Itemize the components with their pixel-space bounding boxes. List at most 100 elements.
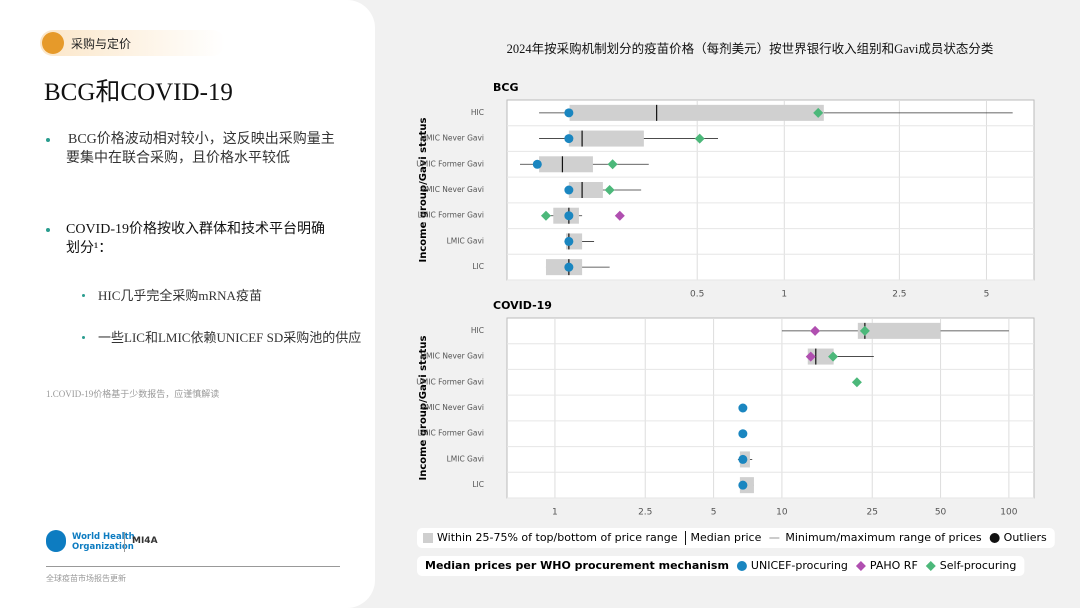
x-tick-label: 50 bbox=[935, 508, 947, 518]
legend-label: Within 25-75% of top/bottom of price ran… bbox=[437, 531, 678, 544]
point bbox=[607, 159, 618, 170]
plot-area bbox=[506, 317, 1035, 499]
legend-bg bbox=[417, 528, 1055, 548]
legend: Median prices per WHO procurement mechan… bbox=[417, 556, 1025, 576]
x-tick-label: 5 bbox=[984, 290, 990, 300]
point bbox=[532, 159, 542, 169]
figure-title: 2024年按采购机制划分的疫苗价格（每剂美元）按世界银行收入组别和Gavi成员状… bbox=[507, 41, 994, 56]
y-tick-label: UMIC Never Gavi bbox=[421, 134, 484, 143]
y-tick-label: LMIC Former Gavi bbox=[418, 211, 484, 220]
point bbox=[540, 210, 551, 221]
point bbox=[859, 325, 870, 336]
bullet-dot bbox=[46, 138, 50, 142]
point bbox=[564, 185, 574, 195]
point bbox=[810, 325, 821, 336]
section-pill: 采购与定价 bbox=[40, 30, 225, 56]
legend-label: Self-procuring bbox=[940, 559, 1017, 572]
y-axis-label: Income group/Gavi status bbox=[418, 117, 429, 262]
legend-icon bbox=[989, 533, 1000, 543]
y-tick-label: UMIC Never Gavi bbox=[421, 352, 484, 361]
footer-rule bbox=[46, 566, 340, 567]
y-tick-label: LIC bbox=[472, 262, 484, 271]
point bbox=[828, 351, 839, 362]
y-tick-label: HIC bbox=[471, 326, 484, 335]
mi4a-logo: MI4A bbox=[132, 536, 158, 546]
y-tick-label: LMIC Never Gavi bbox=[422, 403, 484, 412]
box bbox=[857, 322, 941, 339]
box bbox=[568, 130, 644, 147]
legend: Within 25-75% of top/bottom of price ran… bbox=[417, 528, 1055, 548]
x-tick-label: 2.5 bbox=[638, 508, 652, 518]
logo-text: Organization bbox=[72, 542, 134, 552]
chart-title: BCG bbox=[493, 81, 519, 94]
y-tick-label: LMIC Never Gavi bbox=[422, 185, 484, 194]
box bbox=[539, 156, 593, 173]
legend-icon bbox=[925, 561, 936, 571]
point bbox=[604, 185, 615, 195]
sub-bullet: HIC几乎完全采购mRNA疫苗 bbox=[98, 288, 262, 303]
x-tick-label: 1 bbox=[552, 508, 558, 518]
legend-label: Median price bbox=[690, 531, 761, 544]
bullet-dot bbox=[46, 228, 50, 232]
chart-title: COVID-19 bbox=[493, 299, 552, 312]
box bbox=[545, 259, 583, 276]
y-axis-label: Income group/Gavi status bbox=[418, 335, 429, 480]
who-emblem bbox=[46, 530, 66, 552]
box bbox=[568, 182, 603, 198]
point bbox=[564, 236, 574, 246]
y-tick-label: UMIC Former Gavi bbox=[416, 159, 484, 168]
point bbox=[851, 377, 862, 388]
bullet-dot bbox=[82, 336, 85, 339]
slide-title: BCG和COVID-19 bbox=[44, 79, 233, 106]
y-tick-label: UMIC Former Gavi bbox=[416, 377, 484, 386]
section-icon bbox=[42, 32, 64, 54]
point bbox=[564, 211, 574, 221]
x-tick-label: 2.5 bbox=[892, 290, 906, 300]
x-tick-label: 25 bbox=[867, 508, 878, 518]
x-tick-label: 1 bbox=[781, 290, 787, 300]
legend-label: Median prices per WHO procurement mechan… bbox=[425, 559, 729, 572]
bullet: COVID-19价格按收入群体和技术平台明确划分¹： bbox=[66, 222, 325, 256]
point bbox=[738, 454, 748, 464]
legend-label: Outliers bbox=[1004, 531, 1047, 544]
footer: 全球疫苗市场报告更新 bbox=[46, 574, 126, 583]
legend-bg bbox=[417, 556, 1025, 576]
x-tick-label: 10 bbox=[776, 508, 788, 518]
legend-icon bbox=[855, 561, 866, 571]
point bbox=[564, 134, 574, 144]
box bbox=[569, 104, 824, 121]
y-tick-label: LMIC Gavi bbox=[447, 454, 484, 463]
y-tick-label: LMIC Gavi bbox=[447, 236, 484, 245]
x-tick-label: 5 bbox=[711, 508, 717, 518]
left-panel: 采购与定价 BCG和COVID-19 BCG价格波动相对较小，这反映出采购量主要… bbox=[0, 0, 375, 608]
section-label: 采购与定价 bbox=[71, 37, 132, 51]
legend-icon bbox=[736, 561, 747, 571]
legend-label: UNICEF-procuring bbox=[751, 559, 848, 572]
point bbox=[614, 210, 625, 221]
point bbox=[564, 262, 574, 272]
y-tick-label: LIC bbox=[472, 480, 484, 489]
logo-divider bbox=[124, 532, 125, 552]
footnote: 1.COVID-19价格基于少数报告，应谨慎解读 bbox=[46, 389, 220, 399]
x-tick-label: 100 bbox=[1000, 508, 1017, 518]
who-logo: World Health Organization bbox=[72, 532, 135, 552]
point bbox=[805, 351, 816, 362]
legend-label: PAHO RF bbox=[870, 559, 918, 572]
legend-label: Minimum/maximum range of prices bbox=[785, 531, 982, 544]
x-tick-label: 0.5 bbox=[690, 290, 704, 300]
y-tick-label: LMIC Former Gavi bbox=[418, 429, 484, 438]
bullet: BCG价格波动相对较小，这反映出采购量主要集中在联合采购，且价格水平较低 bbox=[66, 132, 335, 166]
box bbox=[807, 348, 834, 365]
y-tick-label: HIC bbox=[471, 108, 484, 117]
point bbox=[738, 429, 748, 439]
point bbox=[738, 403, 748, 413]
point bbox=[564, 108, 574, 118]
logo-text: World Health bbox=[72, 532, 135, 542]
bullet-dot bbox=[82, 294, 85, 297]
point bbox=[813, 107, 824, 118]
point bbox=[694, 133, 705, 144]
point bbox=[738, 480, 748, 490]
sub-bullet: 一些LIC和LMIC依赖UNICEF SD采购池的供应 bbox=[98, 330, 362, 345]
